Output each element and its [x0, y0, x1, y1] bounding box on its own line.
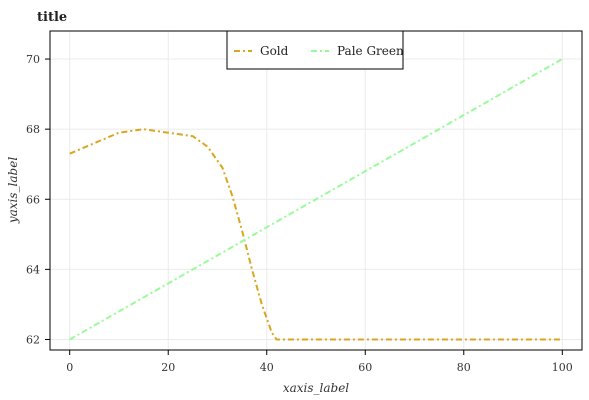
y-tick-label: 66	[26, 193, 40, 206]
chart-title: title	[37, 10, 67, 25]
series-lines	[69, 58, 563, 341]
x-tick-label: 80	[457, 361, 471, 374]
x-axis-ticks: 0 20 40 60 80 100	[66, 350, 573, 374]
series-line-gold	[69, 128, 563, 341]
plot-frame	[49, 30, 583, 351]
y-tick-label: 70	[26, 53, 40, 66]
x-tick-label: 20	[161, 361, 175, 374]
legend-label-pale-green: Pale Green	[337, 44, 404, 58]
y-axis-label: yaxis_label	[6, 157, 20, 224]
y-tick-label: 68	[26, 123, 40, 136]
x-axis-label: xaxis_label	[283, 381, 349, 395]
grid	[50, 31, 582, 350]
x-tick-label: 0	[66, 361, 73, 374]
x-tick-label: 100	[552, 361, 573, 374]
y-tick-label: 62	[26, 333, 40, 346]
legend-label-gold: Gold	[260, 44, 289, 58]
series-line-pale-green	[69, 58, 563, 341]
y-axis-ticks: 62 64 66 68 70	[26, 53, 50, 346]
legend: Gold Pale Green	[226, 30, 404, 70]
y-tick-label: 64	[26, 263, 40, 276]
x-tick-label: 60	[358, 361, 372, 374]
x-tick-label: 40	[260, 361, 274, 374]
